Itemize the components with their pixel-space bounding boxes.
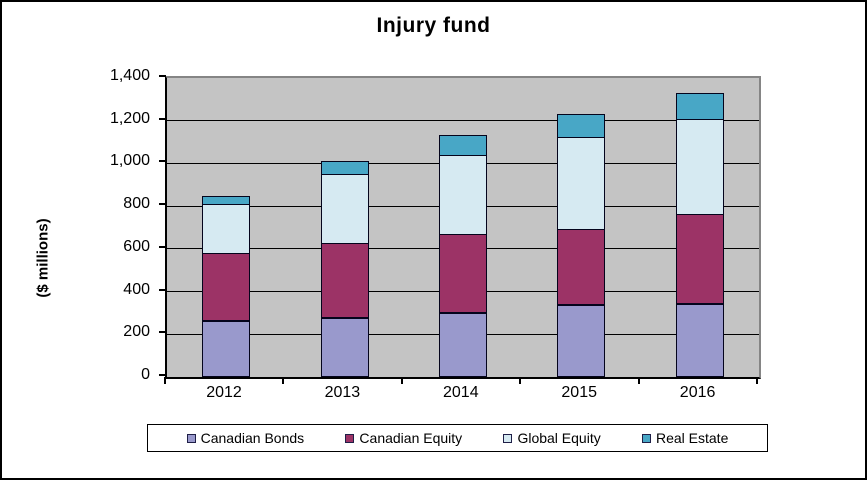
x-tick-mark: [637, 377, 640, 384]
bar-segment-2014-global-equity: [439, 154, 487, 235]
x-tick-label-2012: 2012: [206, 384, 242, 401]
y-tick-label-1200: 1,200: [109, 109, 150, 127]
legend-label: Canadian Equity: [359, 430, 463, 446]
bar-segment-2012-global-equity: [202, 203, 251, 254]
bar-segment-2014-canadian-equity: [439, 233, 487, 313]
plot-area: [165, 76, 761, 379]
legend-item-real-estate: Real Estate: [641, 430, 729, 446]
bar-segment-2012-canadian-equity: [202, 252, 251, 321]
bar-2016: [675, 92, 724, 377]
y-tick-mark: [159, 160, 166, 163]
y-tick-mark: [159, 245, 166, 248]
x-tick-mark: [164, 377, 166, 384]
y-tick-label-200: 200: [123, 323, 150, 341]
bar-segment-2013-canadian-bonds: [320, 318, 369, 377]
bar-2014: [439, 135, 487, 377]
bar-segment-2016-global-equity: [675, 118, 724, 215]
legend-item-canadian-bonds: Canadian Bonds: [186, 430, 305, 446]
legend-swatch-icon: [641, 433, 651, 443]
bar-segment-2016-canadian-equity: [675, 212, 724, 304]
y-tick-label-1000: 1,000: [109, 152, 150, 170]
gridline-1200: [167, 120, 759, 122]
legend-swatch-icon: [345, 433, 355, 443]
legend-label: Real Estate: [655, 430, 729, 446]
x-tick-label-2014: 2014: [443, 384, 479, 401]
legend: Canadian Bonds Canadian Equity Global Equi…: [147, 424, 768, 452]
legend-swatch-icon: [503, 433, 513, 443]
x-tick-label-2013: 2013: [324, 384, 361, 401]
x-tick-mark: [282, 377, 285, 384]
x-tick-label-2016: 2016: [679, 384, 716, 401]
bar-segment-2015-canadian-equity: [557, 227, 606, 305]
bar-segment-2013-canadian-equity: [320, 241, 369, 318]
y-tick-mark: [159, 331, 166, 334]
legend-item-global-equity: Global Equity: [503, 430, 601, 446]
bar-segment-2014-canadian-bonds: [439, 312, 487, 377]
x-tick-mark: [400, 377, 403, 384]
bar-segment-2014-real-estate: [439, 135, 487, 156]
legend-item-canadian-equity: Canadian Equity: [345, 430, 462, 446]
bar-segment-2016-canadian-bonds: [675, 304, 724, 377]
legend-label: Canadian Bonds: [200, 430, 305, 446]
legend-label: Global Equity: [517, 430, 601, 446]
y-tick-label-400: 400: [123, 280, 150, 298]
bar-segment-2012-real-estate: [202, 196, 251, 205]
bar-segment-2012-canadian-bonds: [202, 321, 251, 377]
y-tick-mark: [159, 203, 166, 206]
bar-segment-2013-global-equity: [320, 174, 369, 244]
x-tick-label-2015: 2015: [561, 384, 597, 401]
y-tick-label-600: 600: [123, 237, 150, 255]
legend-swatch-icon: [186, 433, 196, 443]
bar-segment-2015-global-equity: [557, 136, 606, 230]
bar-segment-2013-real-estate: [320, 160, 369, 175]
x-tick-mark: [519, 377, 522, 384]
chart-title: Injury fund: [376, 14, 491, 37]
bar-2013: [320, 160, 369, 377]
bar-segment-2015-canadian-bonds: [557, 305, 606, 377]
y-tick-mark: [159, 374, 166, 376]
x-tick-mark: [756, 377, 758, 384]
bar-2015: [557, 114, 606, 377]
bar-segment-2015-real-estate: [557, 114, 606, 138]
y-axis-title: ($ millions): [34, 218, 52, 298]
y-tick-mark: [159, 288, 166, 291]
y-tick-label-800: 800: [123, 195, 150, 213]
y-tick-mark: [159, 117, 166, 120]
y-tick-label-1400: 1,400: [109, 67, 150, 84]
bar-2012: [202, 196, 251, 377]
y-tick-mark: [159, 75, 166, 77]
bar-segment-2016-real-estate: [675, 92, 724, 120]
y-tick-label-0: 0: [141, 366, 150, 383]
